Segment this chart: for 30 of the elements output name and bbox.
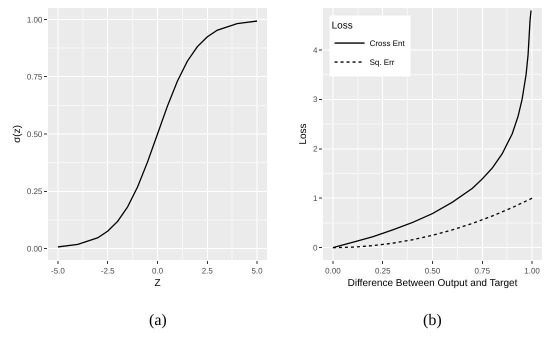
x-axis-title: Z: [154, 278, 161, 290]
y-tick-label: 1.00: [26, 15, 43, 24]
x-tick-label: 2.5: [202, 266, 214, 276]
x-tick-label: 0.75: [474, 266, 491, 276]
y-axis-title: Loss: [298, 123, 309, 145]
y-tick-label: 0.50: [26, 130, 43, 139]
y-tick-label: 3: [312, 95, 318, 104]
x-tick-label: -5.0: [51, 266, 66, 276]
y-tick-label: 0.75: [26, 72, 43, 82]
x-tick-label: 0.0: [152, 266, 164, 276]
x-axis-title: Difference Between Output and Target: [348, 278, 518, 290]
y-tick-label: 2: [312, 144, 318, 154]
x-tick-label: 0.00: [325, 266, 342, 276]
x-tick-label: 1.00: [524, 266, 540, 276]
text: (a): [149, 312, 167, 329]
x-tick-label: 5.0: [251, 266, 264, 276]
y-tick-label: 0.25: [26, 187, 43, 196]
y-axis-title: σ(z): [12, 125, 23, 143]
legend-label: Cross Ent: [370, 39, 406, 48]
line-series: [57, 20, 258, 248]
y-tick-label: 1: [312, 194, 318, 204]
x-tick-label: -2.5: [100, 266, 116, 276]
legend-label: Sq. Err: [370, 58, 395, 68]
y-tick-label: 0.00: [26, 244, 43, 254]
text: (b): [423, 312, 442, 329]
y-tick-label: 0: [312, 243, 318, 252]
y-tick-label: 4: [312, 46, 318, 55]
x-tick-label: 0.50: [424, 266, 441, 276]
legend-title: Loss: [332, 20, 353, 32]
x-tick-label: 0.25: [374, 266, 392, 276]
